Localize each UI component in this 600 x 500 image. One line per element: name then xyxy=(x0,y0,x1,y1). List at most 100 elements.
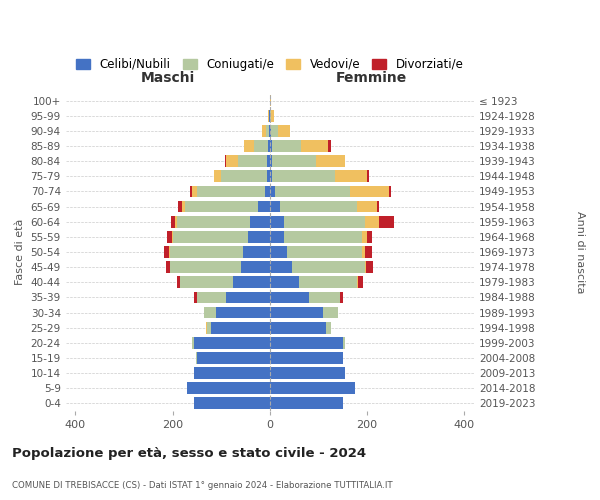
Bar xyxy=(243,246,270,258)
Bar xyxy=(178,200,182,212)
Bar xyxy=(225,155,226,167)
Bar xyxy=(308,292,340,304)
Bar xyxy=(270,216,284,228)
Bar xyxy=(233,276,270,288)
Bar xyxy=(270,337,343,348)
Bar xyxy=(301,140,328,152)
Bar xyxy=(204,306,217,318)
Bar xyxy=(206,322,211,334)
Bar xyxy=(335,170,367,182)
Bar xyxy=(365,261,366,273)
Bar xyxy=(254,140,268,152)
Legend: Celibi/Nubili, Coniugati/e, Vedovi/e, Divorziati/e: Celibi/Nubili, Coniugati/e, Vedovi/e, Di… xyxy=(73,54,467,74)
Bar xyxy=(270,125,271,137)
Bar xyxy=(316,155,345,167)
Text: COMUNE DI TREBISACCE (CS) - Dati ISTAT 1° gennaio 2024 - Elaborazione TUTTITALIA: COMUNE DI TREBISACCE (CS) - Dati ISTAT 1… xyxy=(12,480,392,490)
Bar xyxy=(172,231,173,242)
Bar xyxy=(238,155,268,167)
Bar xyxy=(271,110,274,122)
Bar xyxy=(268,110,269,122)
Bar xyxy=(270,382,355,394)
Bar xyxy=(280,200,357,212)
Bar xyxy=(299,276,357,288)
Bar xyxy=(270,367,345,379)
Bar xyxy=(357,276,358,288)
Bar xyxy=(226,155,238,167)
Bar xyxy=(284,231,362,242)
Bar xyxy=(167,231,172,242)
Bar xyxy=(367,170,370,182)
Y-axis label: Fasce di età: Fasce di età xyxy=(15,219,25,285)
Bar xyxy=(270,94,271,106)
Bar xyxy=(194,398,270,409)
Bar xyxy=(379,216,394,228)
Bar xyxy=(192,186,197,198)
Bar xyxy=(171,216,175,228)
Bar xyxy=(270,261,292,273)
Bar xyxy=(270,276,299,288)
Bar xyxy=(270,398,343,409)
Bar xyxy=(350,186,389,198)
Bar xyxy=(265,186,270,198)
Bar xyxy=(275,186,350,198)
Bar xyxy=(241,261,270,273)
Bar xyxy=(270,292,308,304)
Bar xyxy=(180,276,233,288)
Bar xyxy=(270,231,284,242)
Bar xyxy=(340,292,343,304)
Bar xyxy=(377,200,379,212)
Text: Popolazione per età, sesso e stato civile - 2024: Popolazione per età, sesso e stato civil… xyxy=(12,448,366,460)
Bar xyxy=(178,216,250,228)
Bar xyxy=(366,261,373,273)
Bar xyxy=(365,246,372,258)
Bar xyxy=(268,140,270,152)
Bar xyxy=(271,125,278,137)
Bar xyxy=(270,306,323,318)
Bar xyxy=(170,246,243,258)
Bar xyxy=(367,231,372,242)
Bar xyxy=(175,216,178,228)
Bar xyxy=(169,246,170,258)
Bar xyxy=(284,216,365,228)
Bar xyxy=(197,186,265,198)
Bar xyxy=(185,200,257,212)
Bar xyxy=(270,155,272,167)
Bar xyxy=(164,246,169,258)
Bar xyxy=(194,292,197,304)
Bar xyxy=(192,337,194,348)
Bar xyxy=(292,261,365,273)
Bar xyxy=(272,155,316,167)
Bar xyxy=(248,231,270,242)
Bar xyxy=(262,125,266,137)
Bar xyxy=(270,140,272,152)
Bar xyxy=(270,200,280,212)
Bar xyxy=(266,125,269,137)
Bar xyxy=(170,261,241,273)
Bar xyxy=(214,170,221,182)
Text: Maschi: Maschi xyxy=(140,72,195,86)
Bar xyxy=(217,306,270,318)
Bar xyxy=(358,276,363,288)
Bar xyxy=(250,216,270,228)
Bar xyxy=(272,170,335,182)
Bar xyxy=(173,231,248,242)
Bar xyxy=(257,200,270,212)
Bar xyxy=(270,352,343,364)
Bar xyxy=(389,186,391,198)
Bar xyxy=(182,200,185,212)
Bar xyxy=(196,352,197,364)
Bar xyxy=(221,170,268,182)
Bar xyxy=(328,140,331,152)
Bar xyxy=(278,125,290,137)
Bar xyxy=(270,246,287,258)
Bar xyxy=(190,186,192,198)
Bar xyxy=(357,200,377,212)
Bar xyxy=(362,231,367,242)
Bar xyxy=(194,337,270,348)
Bar xyxy=(178,276,180,288)
Bar xyxy=(194,367,270,379)
Bar xyxy=(244,140,254,152)
Bar xyxy=(343,337,345,348)
Bar xyxy=(287,246,362,258)
Bar xyxy=(197,352,270,364)
